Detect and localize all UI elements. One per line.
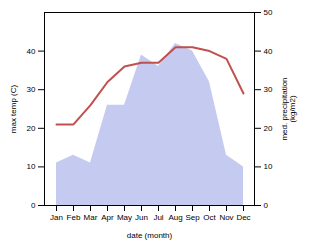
svg-text:40: 40 xyxy=(27,47,36,56)
svg-text:30: 30 xyxy=(264,85,273,94)
svg-text:Apr: Apr xyxy=(101,213,114,222)
svg-text:Jun: Jun xyxy=(135,213,148,222)
svg-text:date (month): date (month) xyxy=(127,231,173,240)
svg-text:40: 40 xyxy=(264,47,273,56)
svg-text:med. precipitation(kg/m2): med. precipitation(kg/m2) xyxy=(280,77,297,140)
svg-text:0: 0 xyxy=(264,201,269,210)
svg-text:20: 20 xyxy=(264,124,273,133)
svg-text:Jan: Jan xyxy=(50,213,63,222)
svg-text:30: 30 xyxy=(27,85,36,94)
svg-text:10: 10 xyxy=(264,162,273,171)
svg-text:10: 10 xyxy=(27,162,36,171)
svg-text:20: 20 xyxy=(27,124,36,133)
svg-text:50: 50 xyxy=(264,8,273,17)
svg-text:Dec: Dec xyxy=(236,213,250,222)
svg-text:May: May xyxy=(117,213,132,222)
svg-text:Aug: Aug xyxy=(168,213,182,222)
svg-text:Sep: Sep xyxy=(185,213,200,222)
svg-text:max temp (C): max temp (C) xyxy=(9,84,18,133)
svg-text:Jul: Jul xyxy=(153,213,163,222)
svg-text:Oct: Oct xyxy=(203,213,216,222)
svg-text:Mar: Mar xyxy=(84,213,98,222)
svg-text:0: 0 xyxy=(31,201,36,210)
svg-text:Feb: Feb xyxy=(67,213,81,222)
svg-text:Nov: Nov xyxy=(219,213,233,222)
